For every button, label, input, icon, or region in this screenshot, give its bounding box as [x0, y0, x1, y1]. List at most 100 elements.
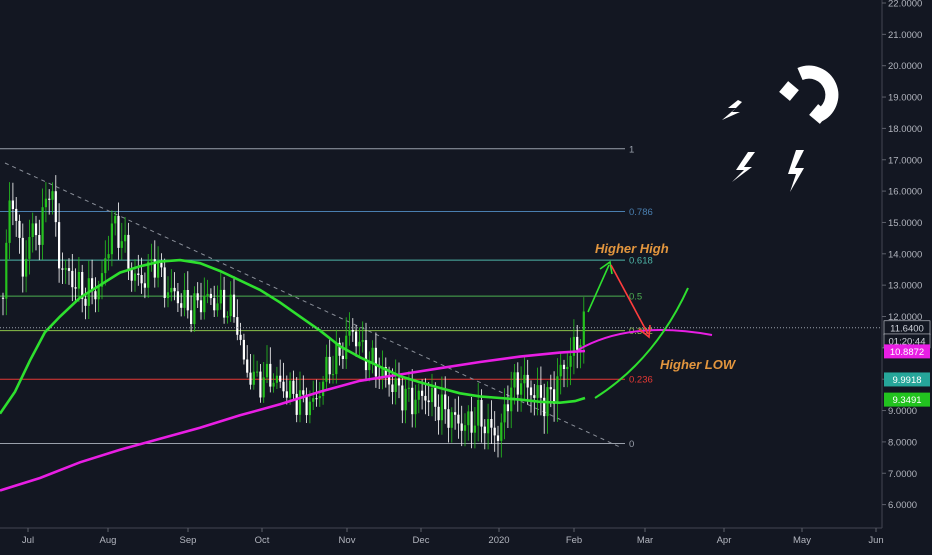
- time-tick-label: Apr: [717, 535, 732, 546]
- candle-body: [355, 331, 358, 347]
- candle-body: [130, 268, 133, 281]
- candle-body: [308, 401, 311, 416]
- time-tick-label: May: [793, 535, 811, 546]
- fib-level-label: 0.786: [629, 207, 653, 218]
- candle-body: [239, 334, 242, 340]
- candle-body: [447, 409, 450, 428]
- candle-body: [61, 268, 64, 270]
- candle-body: [25, 258, 28, 277]
- candle-body: [322, 381, 325, 396]
- candle-body: [265, 363, 269, 378]
- slow-ma-projection[interactable]: [577, 329, 713, 351]
- slow-moving-average-line[interactable]: [0, 349, 586, 492]
- fast-ma-projection[interactable]: [594, 287, 689, 399]
- candle-body: [529, 387, 533, 396]
- candle-body: [460, 423, 463, 431]
- candle-body: [11, 200, 14, 209]
- candle-body: [361, 340, 364, 342]
- fib-level-label: 1: [629, 144, 634, 155]
- candle-body: [335, 342, 338, 375]
- higher-low-label: Higher LOW: [660, 357, 737, 372]
- fib-level-label: 0.618: [629, 256, 653, 267]
- candle-body: [358, 341, 361, 347]
- candle-body: [176, 291, 179, 304]
- price-tick-label: 19.0000: [888, 93, 922, 104]
- lightning-icon: [722, 100, 804, 192]
- up-arrow-line: [587, 264, 610, 313]
- price-tick-label: 16.0000: [888, 187, 922, 198]
- candle-body: [127, 234, 130, 269]
- candle-body: [437, 406, 440, 421]
- descending-trendline[interactable]: [4, 162, 623, 449]
- candle-body: [104, 258, 107, 274]
- magnet-icon: [779, 65, 839, 124]
- candle-body: [173, 287, 176, 292]
- candle-body: [493, 427, 496, 436]
- candle-body: [391, 384, 394, 392]
- candle-body: [434, 387, 437, 407]
- price-tick-label: 6.0000: [888, 500, 917, 511]
- candle-body: [140, 275, 143, 284]
- candle-body: [582, 311, 585, 346]
- price-tick-label: 14.0000: [888, 249, 922, 260]
- candle-body: [536, 385, 539, 398]
- candle-body: [576, 336, 579, 350]
- candle-body: [470, 411, 473, 433]
- pullback-arrow[interactable]: [610, 264, 651, 339]
- price-label-text: 9.3491: [892, 395, 921, 406]
- candle-body: [411, 387, 414, 415]
- candle-body: [440, 394, 443, 421]
- candle-body: [520, 383, 523, 395]
- candle-body: [256, 371, 259, 373]
- candle-body: [51, 191, 54, 200]
- higher-high-arrow[interactable]: [587, 260, 613, 313]
- candle-body: [480, 400, 483, 427]
- fast-moving-average-line[interactable]: [0, 258, 586, 415]
- candle-body: [388, 375, 391, 385]
- candle-body: [331, 374, 335, 376]
- candle-body: [232, 294, 236, 318]
- candle-body: [523, 374, 526, 384]
- candle-body: [404, 388, 407, 411]
- candle-body: [180, 303, 183, 308]
- candle-body: [506, 404, 509, 412]
- candle-body: [328, 356, 331, 375]
- candle-body: [401, 385, 404, 411]
- candle-body: [305, 394, 308, 416]
- candle-body: [374, 347, 377, 377]
- price-tick-label: 9.0000: [888, 406, 917, 417]
- candle-body: [252, 371, 255, 385]
- candle-body: [298, 390, 302, 415]
- candle-body: [223, 289, 226, 318]
- candle-body: [110, 223, 113, 255]
- candle-body: [533, 395, 536, 398]
- candle-body: [186, 290, 189, 311]
- candle-body: [114, 215, 117, 224]
- candle-body: [457, 414, 460, 424]
- candle-body: [556, 376, 559, 404]
- candle-body: [74, 287, 77, 289]
- price-tick-label: 17.0000: [888, 155, 922, 166]
- time-axis[interactable]: Jul Aug Sep Oct Nov Dec 2020 Feb Mar Apr May Jun: [22, 528, 884, 546]
- fib-level-label: 0.236: [629, 375, 653, 386]
- candle-body: [279, 375, 282, 382]
- candle-body: [34, 223, 38, 236]
- higher-high-label: Higher High: [595, 241, 669, 256]
- candle-body: [368, 362, 371, 371]
- up-arrow-head: [599, 260, 613, 275]
- candle-body: [543, 397, 546, 417]
- candle-body: [262, 377, 265, 398]
- candle-body: [28, 237, 31, 259]
- candle-body: [282, 381, 285, 392]
- candle-body: [516, 372, 519, 395]
- candle-body: [242, 339, 245, 360]
- candle-body: [48, 198, 51, 200]
- down-arrow-head: [638, 324, 651, 339]
- time-tick-label: Nov: [339, 535, 356, 546]
- candle-body: [100, 273, 104, 287]
- price-label-box: [884, 392, 930, 407]
- candle-body: [193, 293, 196, 325]
